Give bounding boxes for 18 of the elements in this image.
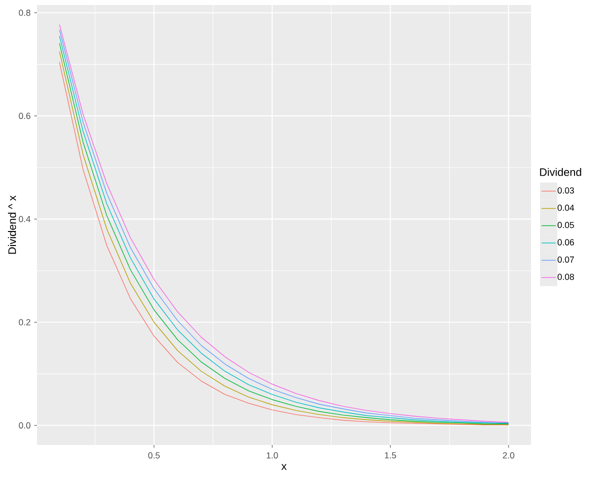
y-tick-label: 0.0 [18, 422, 30, 428]
legend-label: 0.06 [558, 239, 574, 246]
x-tick-label: 1.0 [266, 452, 278, 458]
y-tick-label: 0.8 [18, 10, 30, 16]
y-tick-label: 0.2 [18, 319, 30, 326]
legend-label: 0.05 [558, 222, 574, 228]
x-tick-label: 1.5 [384, 452, 396, 458]
x-axis-title: x [281, 464, 287, 470]
x-tick-label: 2.0 [502, 452, 514, 458]
legend-label: 0.04 [558, 204, 574, 211]
y-tick-label: 0.6 [18, 112, 30, 119]
y-axis-title: Dividend ^ x [8, 195, 16, 254]
legend-title: Dividend [540, 168, 582, 176]
legend-label: 0.03 [558, 187, 574, 194]
legend-label: 0.07 [558, 256, 574, 263]
legend-label: 0.08 [558, 274, 574, 280]
x-tick-label: 0.5 [148, 452, 160, 458]
y-tick-label: 0.4 [18, 216, 30, 222]
